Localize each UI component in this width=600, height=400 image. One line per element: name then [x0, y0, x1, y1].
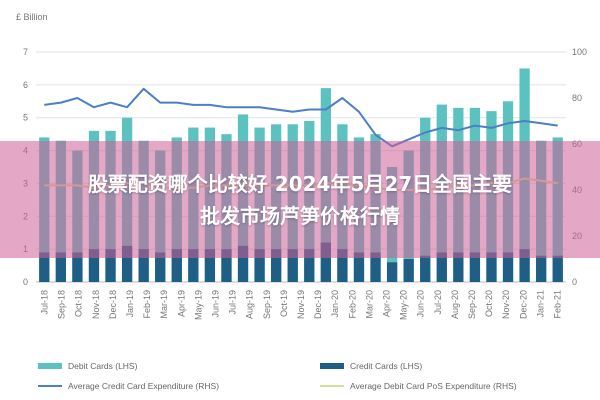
left-tick-label: 5 [23, 113, 28, 123]
credit-bar [370, 252, 381, 282]
x-tick-label: Jun-20 [416, 290, 426, 318]
x-tick-label: Oct-19 [279, 290, 289, 317]
x-tick-label: Feb-21 [552, 290, 562, 319]
left-tick-label: 7 [23, 47, 28, 57]
x-tick-label: Nov-20 [501, 290, 511, 319]
credit-bar [171, 249, 182, 282]
credit-bar [204, 249, 216, 282]
x-tick-label: Aug-20 [450, 290, 460, 319]
x-tick-label: Jan-19 [125, 290, 135, 318]
credit-bar [72, 252, 83, 282]
x-tick-label: Dec-19 [313, 290, 323, 319]
credit-bar [337, 249, 348, 282]
credit-bar [486, 252, 497, 282]
legend-label-avg-debit: Average Debit Card PoS Expenditure (RHS) [350, 381, 517, 391]
x-tick-label: Apr-19 [176, 290, 186, 317]
overlay-title-line2: 批发市场芦笋价格行情 [200, 203, 400, 228]
credit-bar [519, 249, 530, 282]
credit-bar [552, 255, 563, 282]
left-tick-label: 6 [23, 80, 28, 90]
legend-swatch-debit [38, 363, 62, 369]
x-tick-label: Feb-20 [347, 290, 357, 319]
legend-label-avg-credit: Average Credit Card Expenditure (RHS) [68, 381, 220, 391]
left-axis-unit: £ Billion [16, 12, 48, 22]
x-tick-label: Jul-20 [433, 290, 443, 315]
right-tick-label: 100 [572, 47, 587, 57]
left-tick-label: 0 [23, 277, 28, 287]
credit-bar [138, 249, 149, 282]
credit-bar [353, 252, 365, 282]
legend-swatch-avg-credit [38, 385, 62, 387]
credit-bar [403, 259, 414, 282]
legend-item-debit: Debit Cards (LHS) [38, 361, 137, 371]
x-tick-label: Sep-19 [262, 290, 272, 319]
x-tick-label: Jan-20 [330, 290, 340, 318]
x-tick-label: Jul-19 [228, 290, 238, 315]
credit-bar [221, 249, 232, 282]
legend-item-avg-credit: Average Credit Card Expenditure (RHS) [38, 381, 219, 391]
x-tick-label: May-20 [399, 290, 409, 320]
credit-bar [420, 255, 431, 282]
x-tick-label: Oct-18 [74, 290, 84, 317]
x-tick-label: Nov-19 [296, 290, 306, 319]
x-tick-label: Jun-19 [211, 290, 221, 318]
legend-label-credit: Credit Cards (LHS) [350, 361, 423, 371]
legend-item-credit: Credit Cards (LHS) [320, 361, 422, 371]
legend-swatch-credit [320, 363, 344, 369]
x-tick-label: Sep-18 [57, 290, 67, 319]
legend-item-avg-debit: Average Debit Card PoS Expenditure (RHS) [320, 381, 517, 391]
legend-swatch-avg-debit [320, 385, 344, 387]
x-tick-label: Sep-20 [467, 290, 477, 319]
credit-bar [121, 245, 133, 282]
credit-bar [254, 249, 265, 282]
credit-bar [469, 252, 481, 282]
credit-bar [536, 255, 547, 282]
x-tick-label: Mar-20 [364, 290, 374, 319]
right-tick-label: 80 [572, 93, 582, 103]
credit-bar [287, 249, 298, 282]
credit-bar [386, 262, 398, 282]
credit-bar [55, 252, 66, 282]
credit-bar [271, 249, 282, 282]
avg-credit-line [44, 87, 558, 148]
credit-bar [237, 245, 249, 282]
x-tick-label: Aug-19 [245, 290, 255, 319]
x-tick-label: Oct-20 [484, 290, 494, 317]
credit-bar [155, 252, 166, 282]
credit-bar [436, 252, 447, 282]
x-tick-label: Dec-18 [108, 290, 118, 319]
credit-bar [320, 242, 331, 282]
x-tick-label: Mar-19 [159, 290, 169, 319]
credit-bar [105, 249, 116, 282]
x-tick-label: Nov-18 [91, 290, 101, 319]
x-tick-label: Feb-19 [142, 290, 152, 319]
credit-bar [502, 252, 514, 282]
overlay-banner: 股票配资哪个比较好 2024年5月27日全国主要 批发市场芦笋价格行情 [0, 141, 600, 258]
x-tick-label: Jul-18 [40, 290, 50, 315]
credit-bar [188, 249, 199, 282]
credit-bar [304, 249, 315, 282]
right-tick-label: 0 [572, 277, 577, 287]
x-tick-label: Dec-20 [518, 290, 528, 319]
credit-bar [39, 252, 50, 282]
overlay-title-line1: 股票配资哪个比较好 2024年5月27日全国主要 [87, 171, 513, 196]
legend: Debit Cards (LHS) Credit Cards (LHS) Ave… [38, 357, 578, 397]
credit-bar [88, 249, 100, 282]
credit-bar [453, 252, 464, 282]
legend-label-debit: Debit Cards (LHS) [68, 361, 138, 371]
x-tick-label: Jan-21 [535, 290, 545, 318]
x-tick-label: May-19 [193, 290, 203, 320]
x-axis-labels: Jul-18 Sep-18 Oct-18 Nov-18 Dec-18 Jan-19 Feb-… [40, 290, 563, 320]
x-tick-label: Apr-20 [381, 290, 391, 317]
